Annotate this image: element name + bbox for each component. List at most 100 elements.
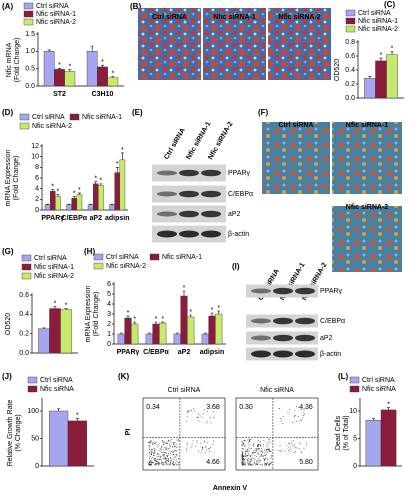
- x-tick-label: C3H10: [92, 91, 114, 98]
- event-dot: [268, 438, 270, 440]
- significance: *: [100, 178, 103, 185]
- event-dot: [266, 463, 268, 465]
- band-label: aP2: [320, 335, 333, 342]
- event-dot: [164, 457, 166, 459]
- micrograph: [138, 8, 201, 80]
- y-tick-label: 1: [107, 331, 111, 338]
- event-dot: [178, 462, 180, 464]
- blot-band: [179, 230, 199, 238]
- event-dot: [241, 458, 243, 460]
- event-dot: [167, 454, 169, 456]
- event-dot: [269, 442, 271, 444]
- event-dot: [267, 444, 269, 446]
- event-dot: [176, 446, 178, 448]
- event-dot: [150, 441, 151, 443]
- event-dot: [253, 452, 255, 454]
- y-tick-label: 4: [107, 301, 111, 308]
- error-bar: [115, 167, 119, 173]
- event-dot: [206, 411, 208, 412]
- panel-label: (E): [132, 108, 143, 117]
- error-bar: [387, 407, 391, 410]
- legend-swatch: [21, 263, 32, 271]
- event-dot: [305, 445, 307, 447]
- event-dot: [166, 457, 168, 459]
- event-dot: [257, 448, 259, 449]
- event-dot: [186, 410, 188, 412]
- event-dot: [149, 450, 151, 452]
- event-dot: [249, 461, 251, 463]
- bar: [49, 308, 61, 354]
- panel-label: (G): [2, 247, 14, 256]
- y-axis-title: Relative Growth Rate: [7, 400, 14, 467]
- event-dot: [250, 455, 252, 457]
- event-dot: [263, 464, 265, 466]
- event-dot: [287, 449, 289, 451]
- event-dot: [299, 443, 301, 445]
- event-dot: [268, 449, 270, 451]
- event-dot: [269, 450, 271, 452]
- event-dot: [269, 463, 270, 465]
- event-dot: [201, 448, 203, 450]
- bar: [109, 204, 115, 211]
- significance: *: [387, 402, 390, 409]
- event-dot: [266, 454, 268, 456]
- event-dot: [293, 451, 295, 453]
- y-tick-label: 10: [31, 154, 39, 161]
- significance: *: [68, 64, 71, 71]
- y-tick-label: 0: [353, 463, 357, 470]
- event-dot: [296, 420, 298, 422]
- event-dot: [212, 417, 214, 419]
- event-dot: [167, 459, 169, 461]
- event-dot: [303, 448, 305, 450]
- bar: [201, 333, 209, 345]
- event-dot: [294, 444, 295, 446]
- event-dot: [151, 462, 153, 464]
- blot-band: [179, 210, 199, 218]
- event-dot: [161, 447, 163, 449]
- event-dot: [241, 462, 243, 464]
- event-dot: [162, 464, 164, 466]
- error-bar: [371, 418, 375, 421]
- event-dot: [151, 448, 153, 450]
- event-dot: [241, 459, 243, 461]
- event-dot: [148, 445, 150, 446]
- event-dot: [154, 458, 155, 460]
- bar: [386, 54, 398, 99]
- x-tick-label: aP2: [178, 349, 191, 356]
- event-dot: [242, 454, 244, 456]
- event-dot: [261, 454, 263, 456]
- event-dot: [156, 444, 158, 446]
- event-dot: [241, 462, 243, 464]
- event-dot: [157, 454, 159, 456]
- event-dot: [301, 408, 303, 410]
- legend-swatch: [149, 253, 160, 261]
- bar: [114, 172, 121, 211]
- event-dot: [197, 416, 199, 418]
- event-dot: [262, 454, 264, 456]
- event-dot: [165, 442, 167, 444]
- event-dot: [170, 461, 171, 463]
- event-dot: [167, 463, 169, 465]
- event-dot: [190, 446, 192, 448]
- event-dot: [165, 448, 167, 450]
- event-dot: [204, 451, 206, 453]
- event-dot: [259, 460, 261, 462]
- event-dot: [163, 449, 164, 451]
- event-dot: [170, 445, 172, 447]
- event-dot: [206, 442, 208, 444]
- y-axis-title: Nfic mRNA: [6, 42, 13, 77]
- event-dot: [156, 463, 158, 464]
- event-dot: [161, 462, 163, 463]
- event-dot: [248, 452, 250, 454]
- event-dot: [291, 442, 293, 444]
- event-dot: [258, 439, 260, 441]
- event-dot: [243, 464, 245, 466]
- event-dot: [301, 450, 303, 452]
- event-dot: [255, 463, 257, 465]
- event-dot: [172, 454, 174, 456]
- event-dot: [157, 446, 159, 447]
- event-dot: [153, 441, 155, 443]
- event-dot: [268, 439, 270, 441]
- y-tick-label: 0.2: [19, 331, 29, 338]
- event-dot: [186, 415, 188, 417]
